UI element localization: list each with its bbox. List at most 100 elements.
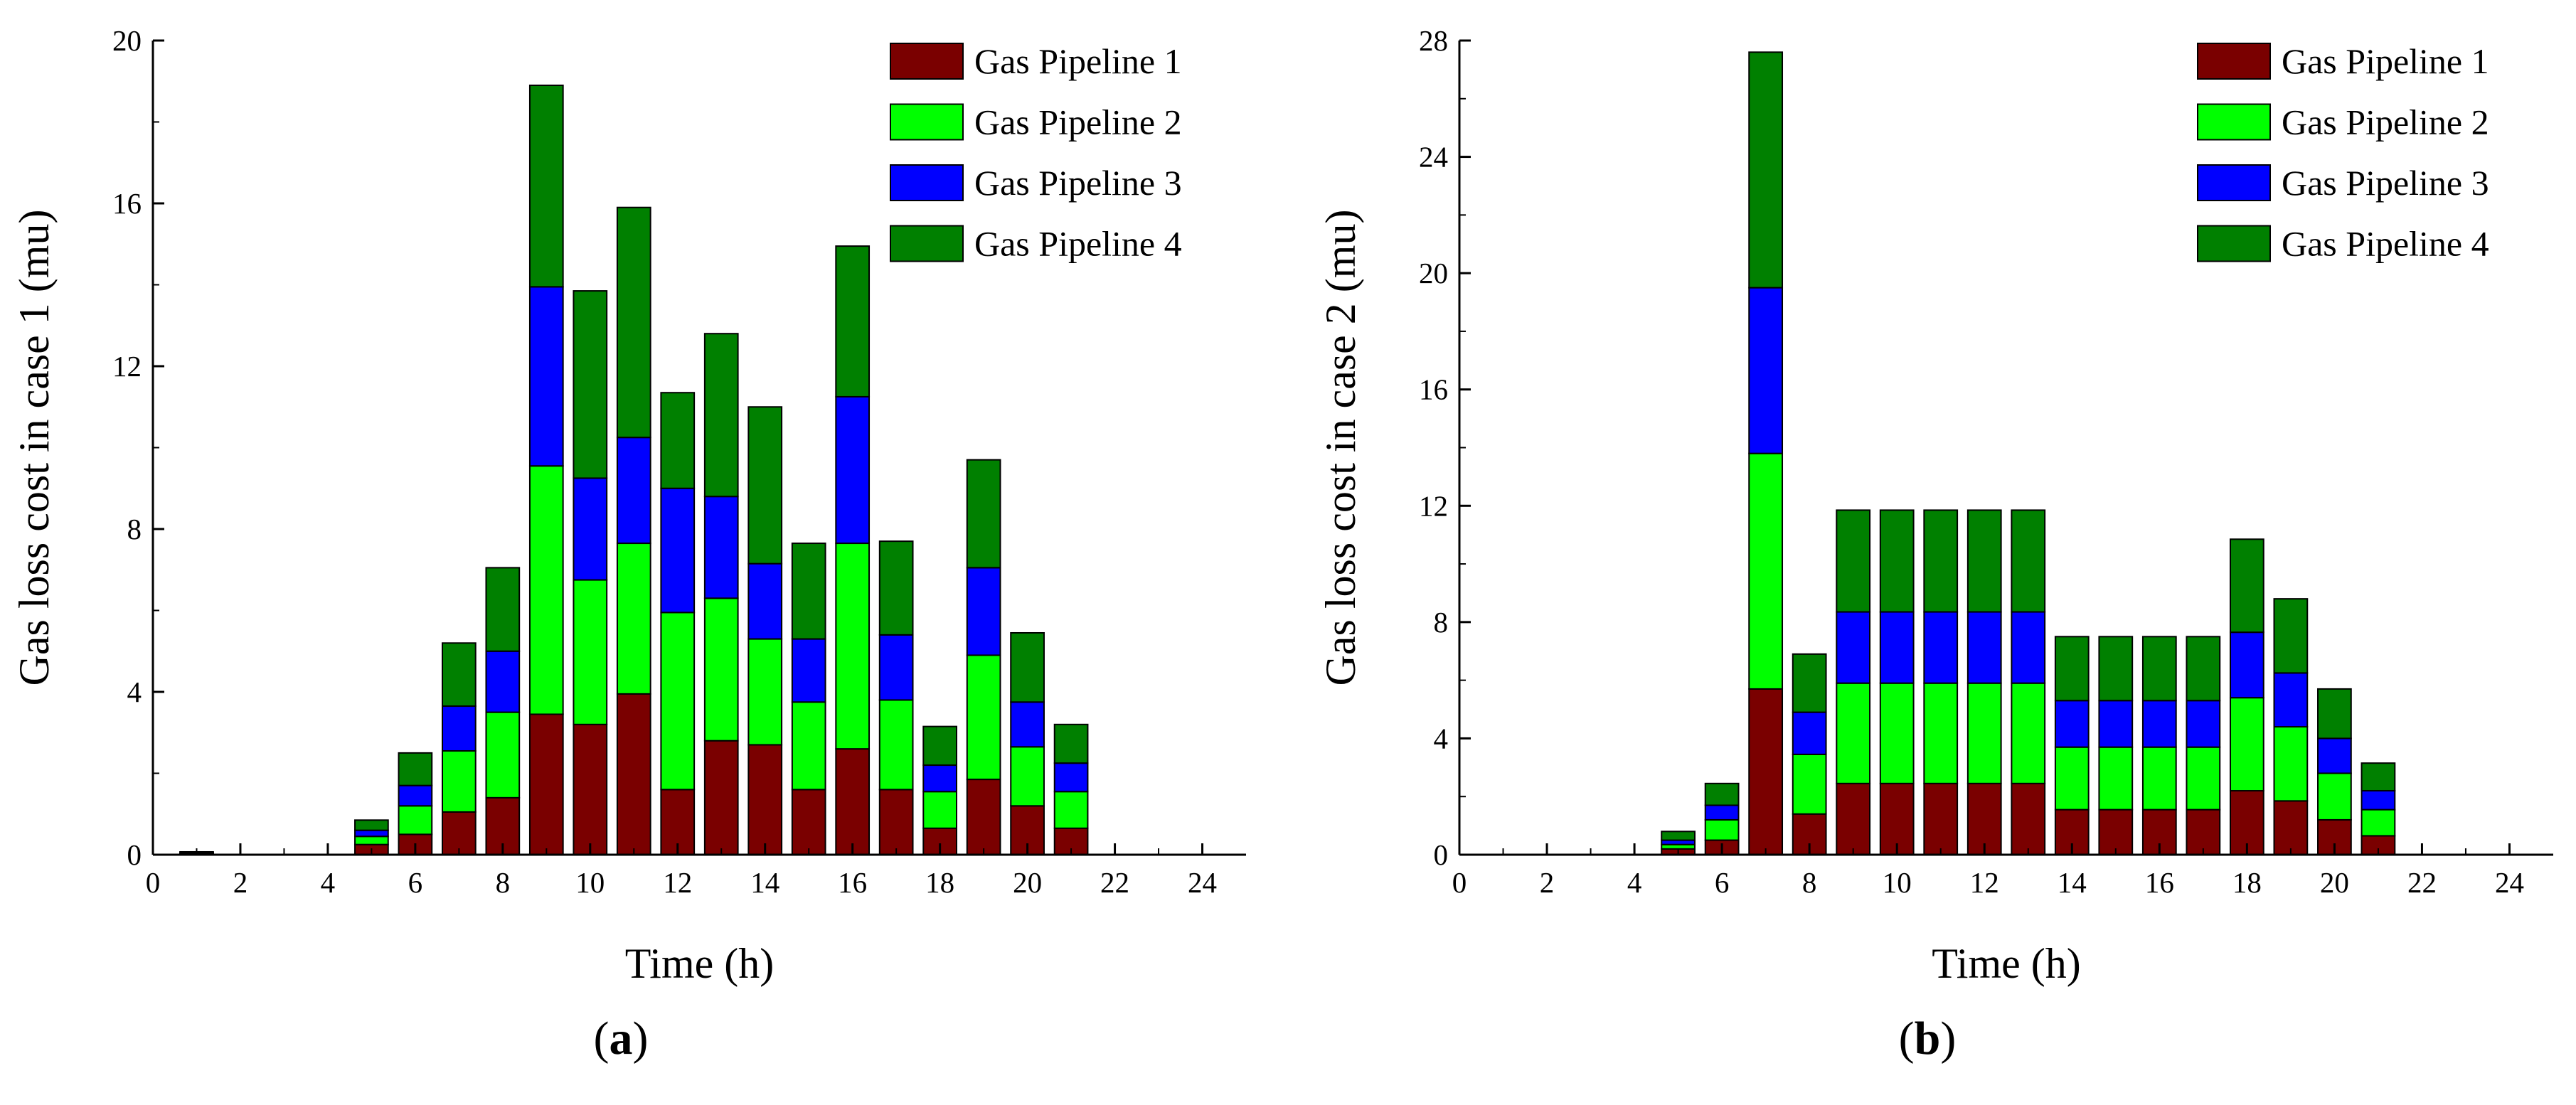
bar-segment [2141, 746, 2177, 811]
legend-swatch [2197, 43, 2271, 80]
x-tick-label: 18 [2232, 866, 2262, 899]
bar-segment [1704, 782, 1740, 806]
panel-b-caption-letter: b [1915, 1013, 1941, 1064]
bar-segment [1704, 818, 1740, 841]
bar-segment [1836, 611, 1871, 684]
bar-segment [2011, 782, 2046, 856]
bar-segment [573, 477, 608, 581]
bar-segment [966, 654, 1001, 781]
bar-segment [2011, 509, 2046, 613]
bar-segment [878, 789, 914, 856]
bar-segment [2098, 808, 2134, 855]
bar-segment [2361, 808, 2396, 837]
bar-segment [1053, 762, 1089, 793]
bar-segment [2361, 762, 2396, 792]
bar-segment [2229, 538, 2264, 634]
bar-segment [1748, 287, 1784, 454]
bar-segment [2011, 611, 2046, 684]
bar-segment [573, 579, 608, 725]
panel-b-caption-close: ) [1940, 1013, 1956, 1064]
bar-segment [528, 286, 564, 467]
y-tick-label: 8 [127, 513, 142, 545]
legend-label: Gas Pipeline 2 [2282, 102, 2489, 142]
bar-segment [528, 713, 564, 855]
legend-label: Gas Pipeline 1 [2282, 41, 2489, 81]
panel-b-caption: (b) [1899, 1013, 1957, 1064]
bar-segment [442, 642, 477, 708]
panel-a-caption-letter: a [610, 1013, 633, 1064]
x-tick-label: 22 [1100, 866, 1129, 899]
y-axis-title: Gas loss cost in case 2 (mu) [1317, 210, 1364, 686]
panel-b-caption-open: ( [1899, 1013, 1915, 1064]
bar-segment [616, 693, 651, 855]
bar-segment [442, 705, 477, 752]
bar-segment [703, 740, 739, 855]
x-tick-label: 16 [838, 866, 867, 899]
legend-swatch [890, 164, 964, 201]
legend-swatch [890, 43, 964, 80]
bar-segment [1704, 804, 1740, 821]
bar-segment [1053, 723, 1089, 764]
x-axis-title: Time (h) [1932, 940, 2080, 987]
bar-segment [2273, 726, 2309, 802]
legend-swatch [2197, 225, 2271, 262]
x-tick-label: 0 [146, 866, 161, 899]
bar-segment [2317, 688, 2352, 740]
x-axis-title: Time (h) [625, 940, 774, 987]
bar-segment [791, 789, 826, 856]
x-tick-label: 12 [663, 866, 692, 899]
bar-segment [2141, 700, 2177, 748]
y-tick-label: 8 [1434, 606, 1449, 639]
y-tick-label: 24 [1419, 141, 1448, 174]
x-tick-label: 22 [2407, 866, 2437, 899]
x-tick-label: 20 [1013, 866, 1042, 899]
panel-a-caption-open: ( [594, 1013, 610, 1064]
bar-segment [703, 333, 739, 498]
x-tick-label: 18 [925, 866, 954, 899]
bar-segment [2186, 700, 2221, 748]
bar-segment [2361, 790, 2396, 811]
bar-segment [1923, 682, 1959, 784]
bar-segment [878, 634, 914, 701]
bar-segment [1966, 611, 2002, 684]
legend-label: Gas Pipeline 3 [974, 163, 1182, 203]
x-tick-label: 10 [575, 866, 605, 899]
bar-segment [1792, 711, 1827, 755]
bar-segment [1792, 753, 1827, 815]
bar-segment [1879, 509, 1915, 613]
bar-segment [1879, 682, 1915, 784]
bar-segment [2054, 636, 2090, 702]
legend-label: Gas Pipeline 4 [974, 224, 1182, 264]
y-tick-label: 16 [1419, 373, 1448, 406]
x-tick-label: 4 [321, 866, 336, 899]
y-tick-label: 20 [1419, 257, 1448, 289]
y-tick-label: 20 [112, 24, 142, 57]
bar-segment [2098, 746, 2134, 811]
bar-segment [791, 701, 826, 791]
legend-swatch [2197, 103, 2271, 141]
bar-segment [1748, 452, 1784, 690]
bar-segment [835, 245, 871, 397]
x-tick-label: 14 [2058, 866, 2087, 899]
y-axis-title: Gas loss cost in case 1 (mu) [11, 210, 58, 686]
x-tick-label: 4 [1627, 866, 1642, 899]
y-tick-label: 28 [1419, 24, 1448, 57]
y-tick-label: 4 [1434, 722, 1449, 754]
x-tick-label: 2 [1540, 866, 1555, 899]
bar-segment [2098, 700, 2134, 748]
panel-a-caption: (a) [594, 1013, 649, 1064]
x-tick-label: 12 [1970, 866, 1999, 899]
bar-segment [922, 725, 958, 767]
bar-segment [1010, 631, 1045, 703]
bar-segment [354, 829, 389, 838]
legend-swatch [890, 225, 964, 262]
bar-segment [442, 811, 477, 856]
x-tick-label: 0 [1452, 866, 1467, 899]
bar-segment [747, 406, 783, 565]
bar-segment [835, 748, 871, 856]
bar-segment [398, 805, 433, 836]
legend-a: Gas Pipeline 1 Gas Pipeline 2 Gas Pipeline… [890, 41, 1182, 264]
bar-segment [922, 791, 958, 829]
